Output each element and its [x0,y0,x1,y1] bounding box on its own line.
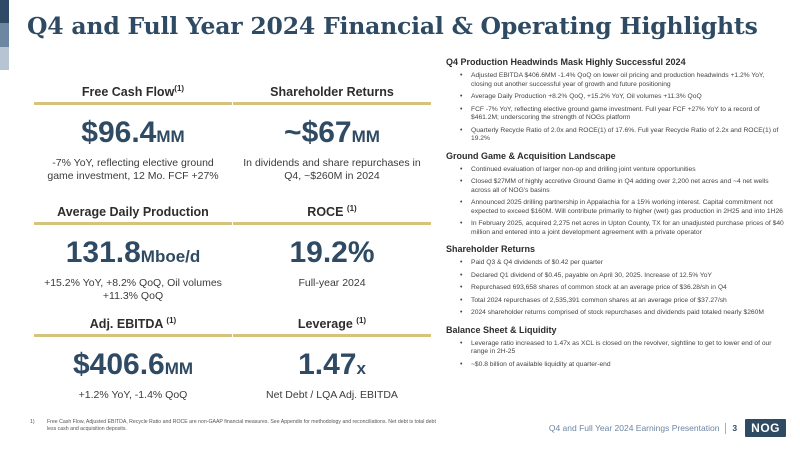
bullet-icon: • [460,271,463,279]
bullet-list: • Adjusted EBITDA $406.6MM -1.4% QoQ on l… [446,72,786,144]
bullet-icon: • [460,339,463,347]
metric-label: ROCE (1) [307,204,357,219]
bullet-icon: • [460,93,463,100]
bullet-icon: • [460,199,463,206]
bullet-item: • Announced 2025 drilling partnership in … [460,199,783,215]
bullet-icon: • [460,165,463,173]
metric-leverage: Leverage (1) 1.47x Net Debt / LQA Adj. E… [233,312,431,402]
footnote-number: 1) [30,419,35,425]
bullet-item: • Closed $27MM of highly accretive Ground… [460,178,769,194]
bullet-list: • Leverage ratio increased to 1.47x as XC… [446,340,786,370]
metric-label: Adj. EBITDA (1) [89,316,177,331]
footnote-text: Free Cash Flow, Adjusted EBITDA, Recycle… [47,419,436,432]
metric-description: Net Debt / LQA Adj. EBITDA [266,389,398,401]
bullet-icon: • [460,309,463,316]
metric-label: Average Daily Production [57,205,209,219]
accent-bar [0,0,9,70]
accent-segment [0,46,9,70]
section-heading: Shareholder Returns [446,244,536,254]
section-heading: Balance Sheet & Liquidity [446,324,557,335]
bullet-list: • Paid Q3 & Q4 dividends of $0.42 per qua… [446,259,786,318]
metric-description: Full-year 2024 [298,277,366,289]
metric-value: 19.2% [289,236,375,269]
nog-logo: NOG [745,419,786,437]
gold-divider [34,222,232,225]
bullet-icon: • [460,126,463,134]
metric-label: Shareholder Returns [270,85,394,99]
gold-divider [233,222,431,225]
metric-value: $406.6MM [72,348,194,381]
metric-value: 1.47x [298,348,366,381]
page-title: Q4 and Full Year 2024 Financial & Operat… [27,12,758,40]
bullet-item: • 2024 shareholder returns comprised of s… [460,309,764,316]
bullet-item: • Quarterly Recycle Ratio of 2.0x and ROC… [460,126,779,143]
gold-divider [34,102,232,105]
bullet-icon: • [460,296,463,304]
highlights-column: Q4 Production Headwinds Mask Highly Succ… [446,56,786,375]
footer: Q4 and Full Year 2024 Earnings Presentat… [549,418,786,438]
metric-free-cash-flow: Free Cash Flow(1) $96.4MM -7% YoY, refle… [34,80,232,183]
metric-average-daily-production: Average Daily Production 131.8Mboe/d +15… [34,200,232,303]
metric-value: ~$67MM [284,116,380,149]
gold-divider [233,334,431,337]
metric-description: +1.2% YoY, -1.4% QoQ [78,389,188,401]
metric-label: Leverage (1) [297,316,367,331]
metric-value: $96.4MM [81,116,185,149]
bullet-item: • Paid Q3 & Q4 dividends of $0.42 per qua… [460,259,603,266]
bullet-item: • FCF -7% YoY, reflecting elective ground… [460,105,760,122]
bullet-item: • Leverage ratio increased to 1.47x as XC… [460,339,772,356]
bullet-item: • In February 2025, acquired 2,275 net ac… [460,220,784,236]
bullet-icon: • [460,284,463,291]
bullet-icon: • [460,178,463,185]
bullet-icon: • [460,360,463,368]
metric-description: +15.2% YoY, +8.2% QoQ, Oil volumes +11.3… [44,277,222,302]
bullet-item: • Repurchased 693,658 shares of common st… [460,284,727,291]
bullet-list: • Continued evaluation of larger non-op a… [446,166,786,238]
gold-divider [34,334,232,337]
gold-divider [233,102,431,105]
section-ground-game: Ground Game & Acquisition Landscape • Con… [446,150,786,238]
footer-divider [725,422,727,434]
metric-adj-ebitda: Adj. EBITDA (1) $406.6MM +1.2% YoY, -1.4… [34,312,232,402]
accent-segment [0,23,9,47]
metric-description: -7% YoY, reflecting elective ground game… [47,157,219,182]
bullet-icon: • [460,105,463,113]
page-number: 3 [732,423,738,433]
bullet-item: • Declared Q1 dividend of $0.45, payable … [460,271,712,279]
metric-description: In dividends and share repurchases in Q4… [243,157,421,182]
presentation-title: Q4 and Full Year 2024 Earnings Presentat… [548,423,720,433]
section-shareholder-returns: Shareholder Returns • Paid Q3 & Q4 divide… [446,243,786,318]
bullet-item: • Total 2024 repurchases of 2,535,391 com… [460,296,727,304]
bullet-item: • Continued evaluation of larger non-op a… [460,165,696,173]
bullet-item: • Average Daily Production +8.2% QoQ, +15… [460,93,702,100]
bullet-icon: • [460,259,463,266]
bullet-icon: • [460,220,463,227]
metric-shareholder-returns: Shareholder Returns ~$67MM In dividends … [233,80,431,183]
section-production-headwinds: Q4 Production Headwinds Mask Highly Succ… [446,56,786,144]
section-heading: Ground Game & Acquisition Landscape [446,150,616,161]
accent-segment [0,0,9,24]
bullet-item: • Adjusted EBITDA $406.6MM -1.4% QoQ on l… [460,72,765,88]
section-balance-sheet: Balance Sheet & Liquidity • Leverage rati… [446,324,786,370]
bullet-icon: • [460,72,463,79]
metric-roce: ROCE (1) 19.2% Full-year 2024 [233,200,431,290]
metric-value: 131.8Mboe/d [65,236,201,269]
metric-label: Free Cash Flow(1) [81,84,185,99]
bullet-item: • ~$0.8 billion of available liquidity at… [460,360,611,368]
section-heading: Q4 Production Headwinds Mask Highly Succ… [446,57,686,67]
footnote: 1) Free Cash Flow, Adjusted EBITDA, Recy… [30,419,440,433]
